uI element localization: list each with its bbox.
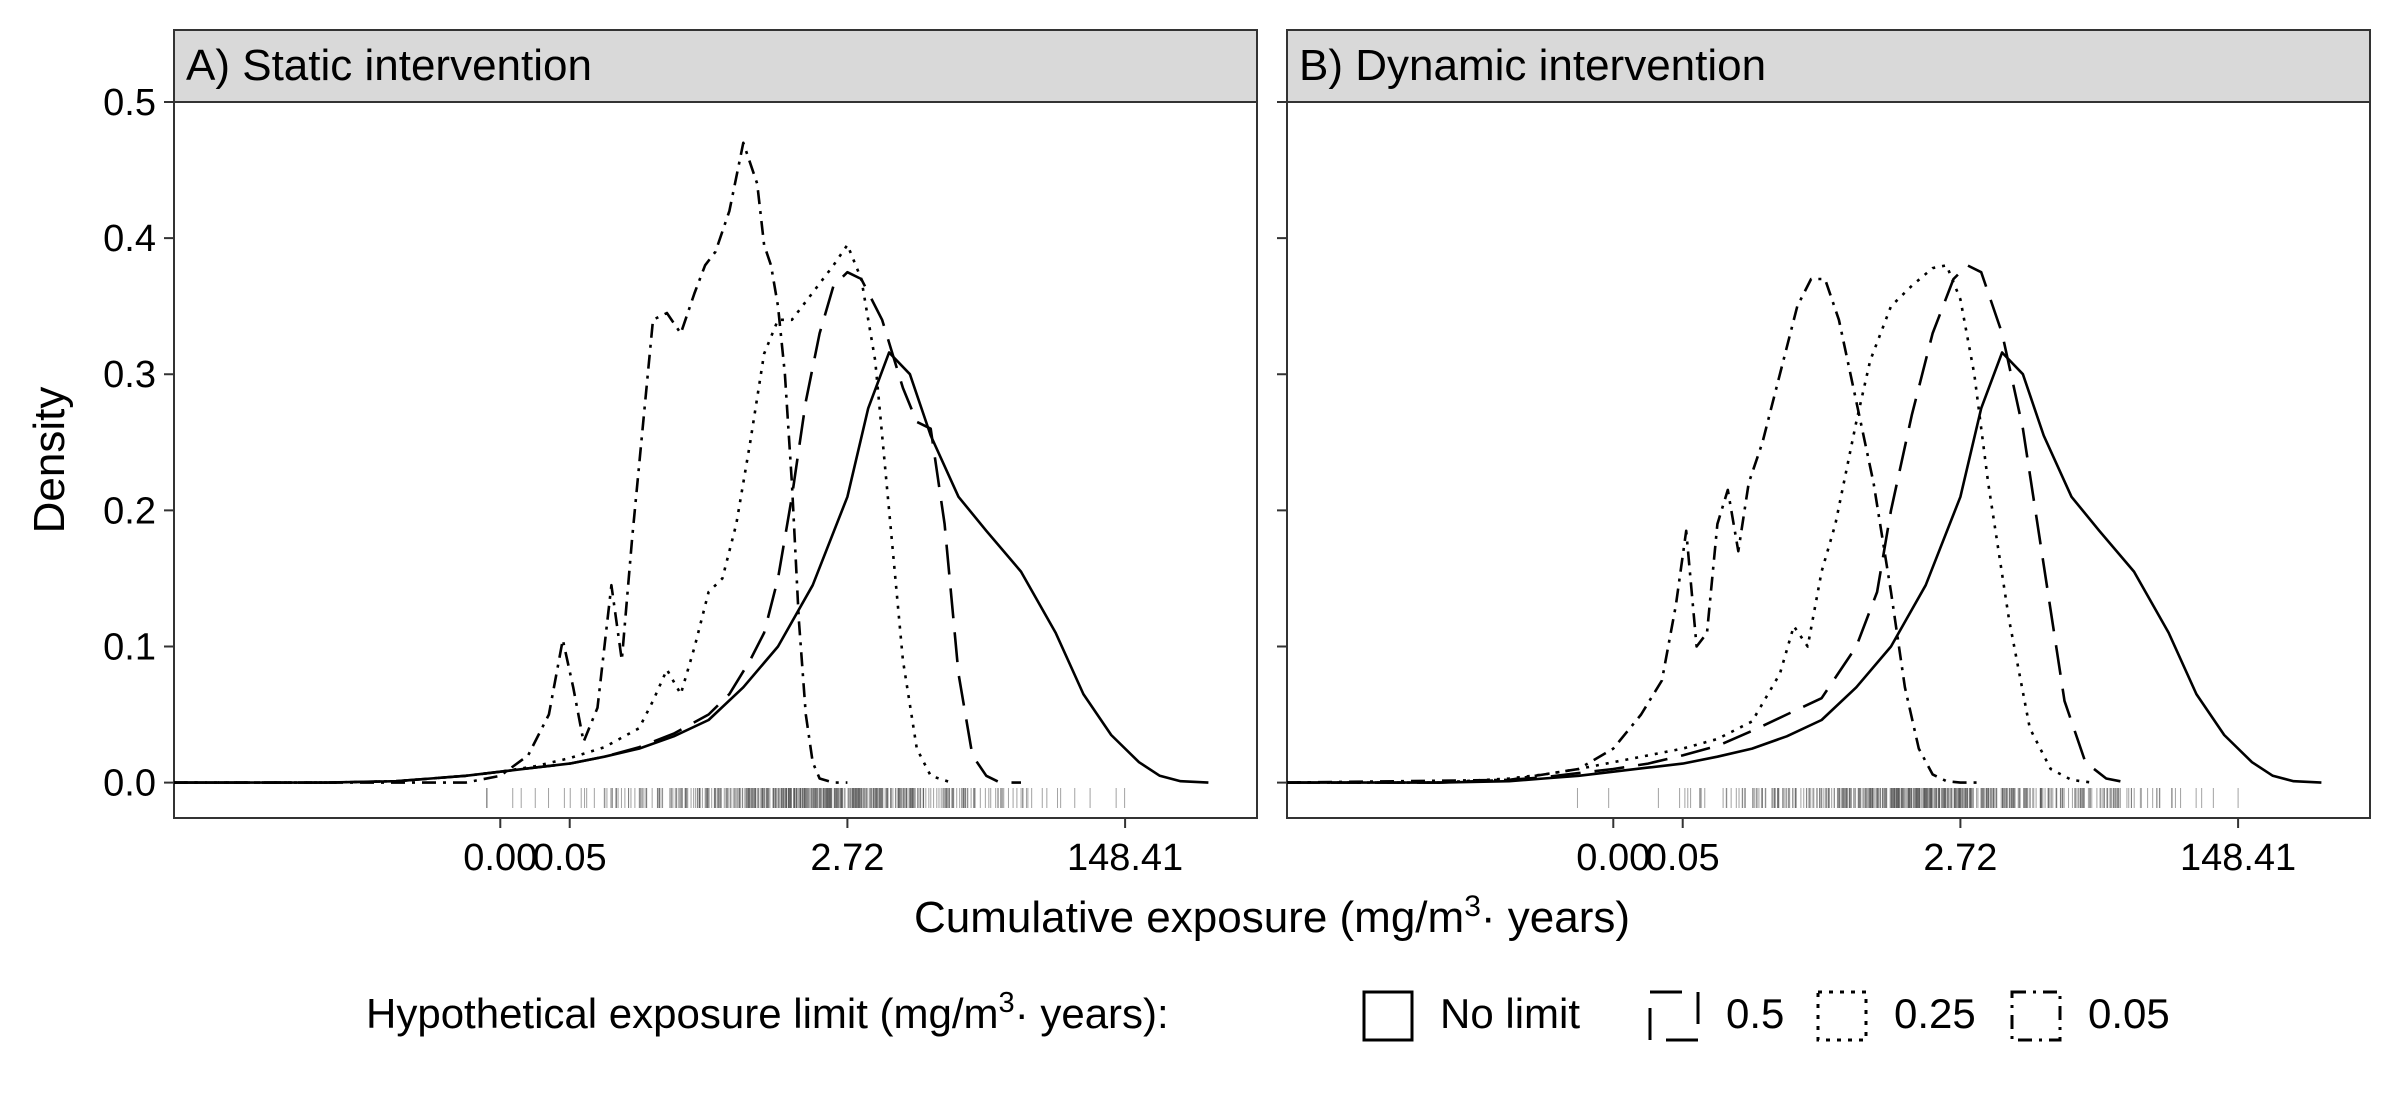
legend: Hypothetical exposure limit (mg/m3· year… [366,987,2170,1042]
panel-b: B) Dynamic intervention 0.000.05 2.72 148.… [1277,29,2371,879]
x-tick-label-3: 148.41 [2180,837,2296,879]
legend-title-main: Hypothetical exposure limit (mg/m [366,990,999,1037]
legend-title-tail: · years): [1015,990,1169,1037]
panel-a-strip [173,29,1258,103]
panel-a-plot-area [173,101,1258,819]
legend-label-0-05: 0.05 [2088,990,2170,1037]
rug-marks [485,788,1126,808]
panel-b-title: B) Dynamic intervention [1299,41,1766,90]
y-tick-label-5: 0.5 [103,82,156,124]
legend-key-no-limit [1362,990,1414,1042]
legend-key-0-05 [2010,990,2062,1042]
panel-b-content: 0.000.05 2.72 148.41 [1277,101,2322,879]
density-curve-0-25 [174,243,952,784]
y-tick-label-3: 0.3 [103,354,156,396]
x-axis-title-tail: · years) [1481,893,1630,942]
density-curve-0-5 [1287,263,2128,784]
panel-b-plot-area [1286,101,2371,819]
legend-title-sup: 3 [999,987,1015,1019]
x-tick-label-1: 0.05 [1646,837,1720,879]
x-axis-title: Cumulative exposure (mg/m3· years) [914,890,1630,942]
y-tick-label-4: 0.4 [103,218,156,260]
legend-label-0-25: 0.25 [1894,990,1976,1037]
legend-key-0-25 [1816,990,1868,1042]
x-tick-label-1: 0.05 [533,837,607,879]
x-axis-title-main: Cumulative exposure (mg/m [914,893,1464,942]
x-tick-label-2: 2.72 [1923,837,1997,879]
panel-b-strip [1286,29,2371,103]
y-axis-title: Density [25,387,74,534]
density-curve-0-05 [174,141,848,784]
x-tick-label-2: 2.72 [810,837,884,879]
y-tick-label-1: 0.1 [103,626,156,668]
legend-key-0-5 [1648,990,1700,1042]
panel-a: A) Static intervention 0.00.10.20.30.40.… [103,29,1258,879]
panel-a-content: 0.0 0.1 0.2 0.3 0.4 0.5 0.000.05 2.72 148.41 [103,82,1209,879]
x-tick-label-0: 0.00 [1576,837,1650,879]
density-curve-0-05 [1286,277,1982,784]
y-tick-label-0: 0.0 [103,763,156,805]
x-tick-label-3: 148.41 [1067,837,1183,879]
panel-a-title: A) Static intervention [186,41,592,90]
density-curve-no-limit [1287,351,2322,784]
y-tick-label-2: 0.2 [103,490,156,532]
x-tick-label-0: 0.00 [463,837,537,879]
rug-marks [1576,788,2239,808]
x-axis-title-sup: 3 [1464,890,1481,923]
legend-label-0-5: 0.5 [1726,990,1784,1037]
legend-title: Hypothetical exposure limit (mg/m3· year… [366,987,1169,1037]
legend-label-no-limit: No limit [1440,990,1580,1037]
